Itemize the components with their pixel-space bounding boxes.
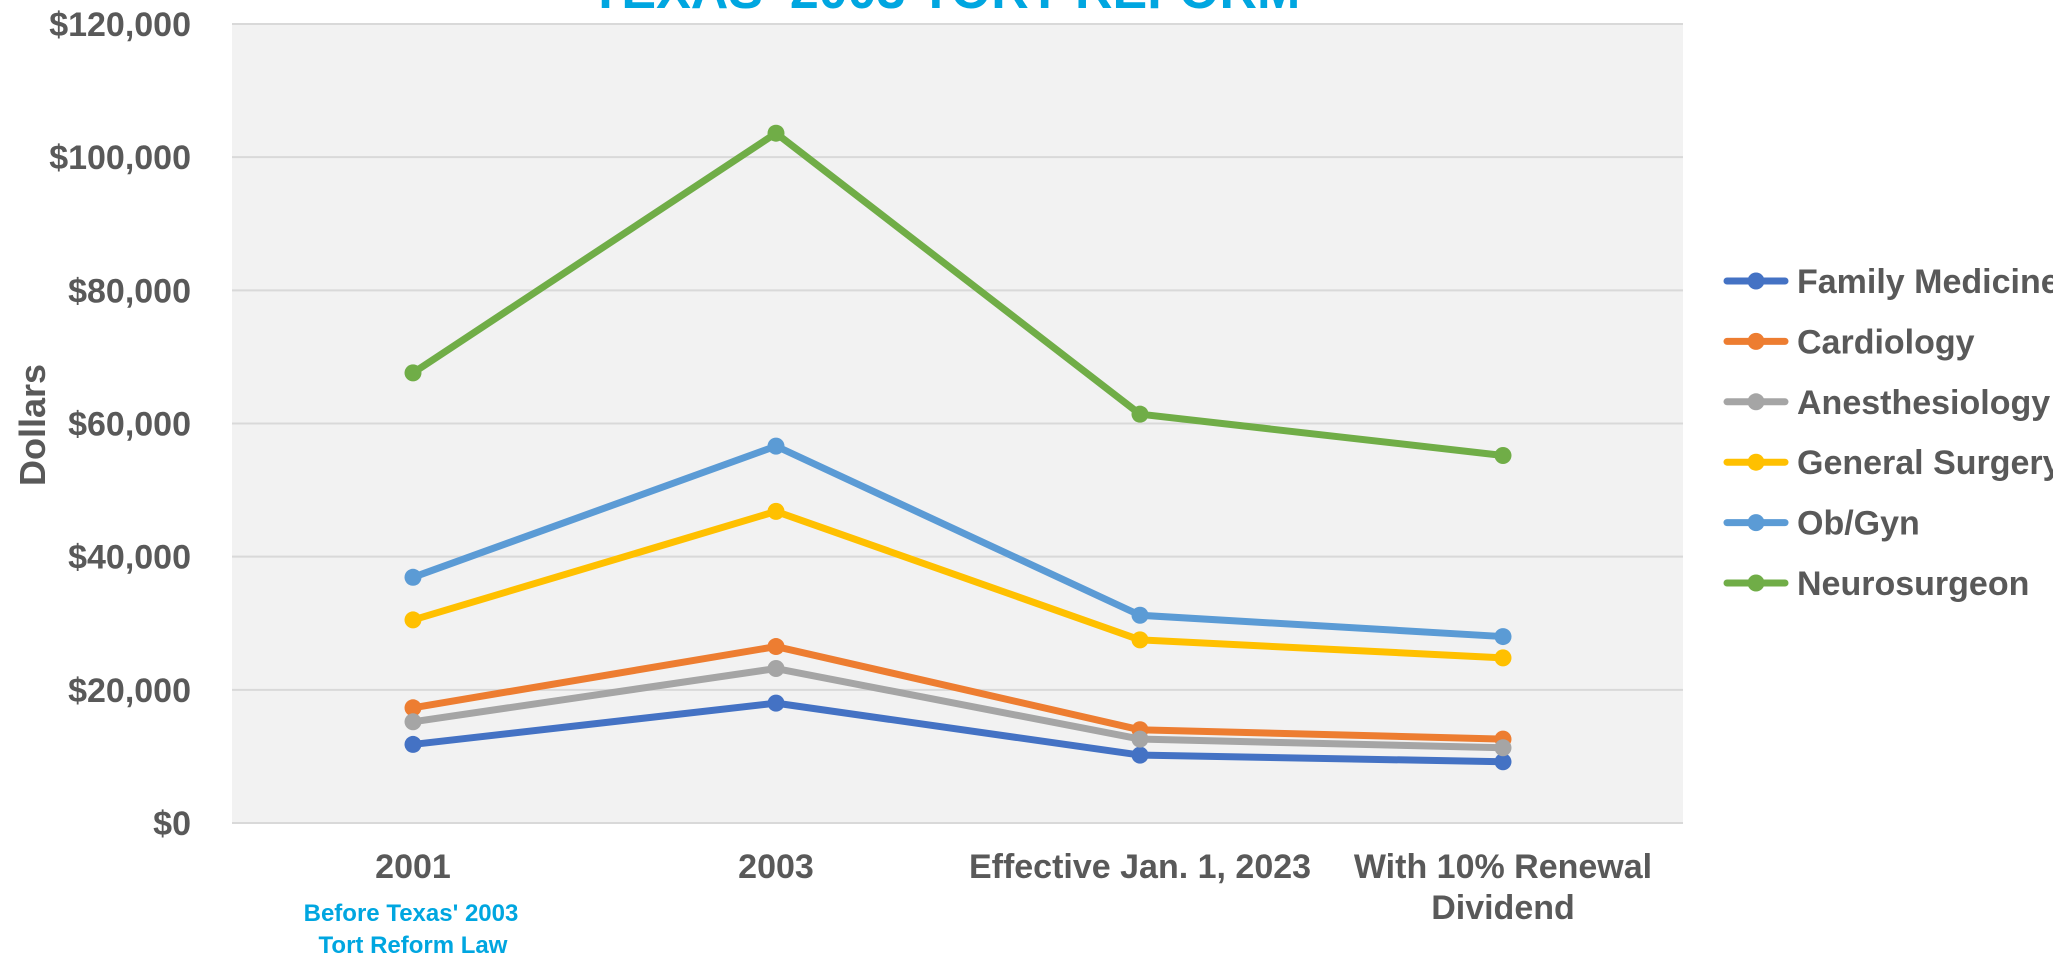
data-point	[1494, 446, 1512, 464]
y-tick-label: $0	[153, 805, 191, 843]
legend-swatch-marker	[1747, 514, 1765, 532]
legend-swatch-marker	[1747, 272, 1765, 290]
data-point	[767, 124, 785, 142]
data-point	[767, 660, 785, 678]
data-point	[1494, 628, 1512, 646]
data-point	[767, 638, 785, 656]
data-point	[767, 437, 785, 455]
legend-swatch-marker	[1747, 574, 1765, 592]
y-tick-label: $20,000	[68, 672, 191, 710]
data-point	[1131, 405, 1149, 423]
legend-swatch-marker	[1747, 393, 1765, 411]
legend-swatch-marker	[1747, 453, 1765, 471]
legend-label: General Surgery	[1797, 444, 2053, 482]
y-tick-label: $80,000	[68, 272, 191, 310]
series-line	[409, 665, 1507, 752]
x-axis-ticks: 2001 2003 Effective Jan. 1, 2023 With 10% R…	[375, 848, 1652, 927]
legend-swatch-marker	[1747, 332, 1765, 350]
legend: Family Medicine Cardiology Anesthesiology G…	[1723, 263, 2053, 603]
y-tick-label: $60,000	[68, 406, 191, 444]
chart-title: TEXAS' 2003 TORT REFORM	[590, 0, 1301, 20]
y-tick-label: $40,000	[68, 539, 191, 577]
category-note-line-1: Before Texas' 2003	[304, 900, 519, 927]
data-point	[1131, 606, 1149, 624]
data-point	[404, 713, 422, 731]
x-tick-label: Dividend	[1431, 889, 1575, 927]
legend-label: Family Medicine	[1797, 263, 2053, 301]
x-tick-label: Effective Jan. 1, 2023	[969, 848, 1311, 886]
y-axis-label: Dollars	[12, 364, 53, 486]
data-point	[1494, 649, 1512, 667]
x-tick-label: 2001	[375, 848, 451, 886]
series-line	[409, 699, 1507, 766]
legend-label: Neurosurgeon	[1797, 565, 2029, 603]
data-point	[404, 699, 422, 717]
data-point	[1494, 739, 1512, 757]
data-point	[1494, 753, 1512, 771]
series-line	[409, 643, 1507, 743]
x-tick-label: With 10% Renewal	[1354, 848, 1652, 886]
data-point	[404, 611, 422, 629]
data-point	[767, 694, 785, 712]
legend-label: Anesthesiology	[1797, 384, 2050, 422]
category-note-line-2: Tort Reform Law	[319, 932, 508, 957]
data-point	[404, 568, 422, 586]
y-axis-ticks: $0 $20,000 $40,000 $60,000 $80,000 $100,000 $1…	[49, 6, 191, 843]
y-tick-label: $100,000	[49, 139, 191, 177]
data-point	[1131, 746, 1149, 764]
data-point	[404, 364, 422, 382]
x-tick-label: 2003	[738, 848, 814, 886]
series-line	[409, 129, 1507, 459]
data-point	[1131, 631, 1149, 649]
legend-label: Cardiology	[1797, 323, 1975, 361]
series-lines	[404, 124, 1512, 771]
y-tick-label: $120,000	[49, 6, 191, 44]
series-line	[409, 442, 1507, 641]
data-point	[767, 502, 785, 520]
legend-label: Ob/Gyn	[1797, 505, 1920, 543]
series-line	[409, 507, 1507, 662]
data-point	[404, 735, 422, 753]
data-point	[1131, 730, 1149, 748]
